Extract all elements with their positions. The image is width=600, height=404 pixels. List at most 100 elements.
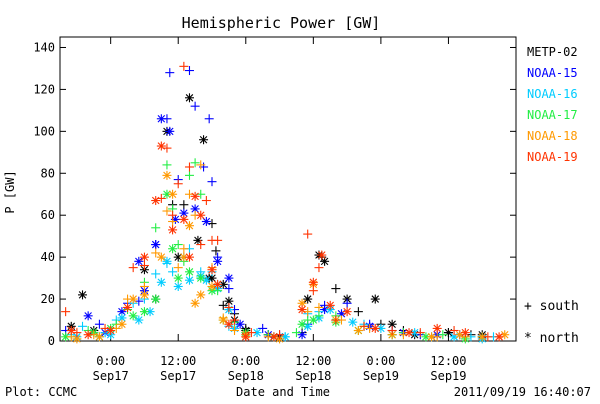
south-marker (173, 263, 183, 273)
north-marker (196, 210, 206, 220)
north-marker (134, 315, 144, 325)
south-marker (201, 196, 211, 206)
north-marker (106, 326, 116, 336)
north-marker (443, 328, 453, 338)
north-marker (269, 332, 279, 342)
north-marker (117, 319, 127, 329)
south-marker (184, 162, 194, 172)
south-marker (196, 160, 206, 170)
south-marker (151, 223, 161, 233)
north-marker (168, 244, 178, 254)
north-marker (387, 319, 397, 329)
north-marker (168, 225, 178, 235)
north-marker (156, 141, 166, 151)
y-tick-label: 120 (33, 82, 55, 96)
north-marker (139, 290, 149, 300)
north-marker (353, 326, 363, 336)
x-tick-time-label: 0:00 (96, 354, 125, 368)
north-marker (184, 275, 194, 285)
south-marker (162, 160, 172, 170)
south-marker (211, 246, 221, 256)
north-marker (134, 256, 144, 266)
legend-entry: METP-02 (527, 45, 578, 59)
south-marker (331, 315, 341, 325)
north-marker (145, 307, 155, 317)
y-tick-label: 80 (41, 166, 55, 180)
legend-entry: NOAA-17 (527, 108, 578, 122)
north-marker (190, 298, 200, 308)
y-tick-label: 20 (41, 292, 55, 306)
north-marker (179, 214, 189, 224)
south-marker (162, 206, 172, 216)
south-marker (230, 315, 240, 325)
north-marker (184, 93, 194, 103)
south-marker (78, 321, 88, 331)
south-marker (139, 281, 149, 291)
y-axis: 0 20 40 60 80 100 120 140 (33, 40, 516, 348)
north-marker (370, 323, 380, 333)
x-tick-date-label: Sep18 (228, 369, 264, 383)
south-marker (173, 179, 183, 189)
north-marker (83, 330, 93, 340)
north-marker (168, 189, 178, 199)
x-tick-date-label: Sep17 (93, 369, 129, 383)
north-marker (410, 328, 420, 338)
north-marker (303, 294, 313, 304)
north-marker (162, 189, 172, 199)
south-marker (291, 328, 301, 338)
south-marker (139, 261, 149, 271)
north-marker (128, 311, 138, 321)
south-marker (314, 263, 324, 273)
north-marker (224, 273, 234, 283)
plot-credit: Plot: CCMC (5, 385, 77, 399)
north-marker (162, 170, 172, 180)
y-tick-label: 40 (41, 250, 55, 264)
plot-timestamp: 2011/09/19 16:40:07 (454, 385, 591, 399)
x-tick-date-label: Sep17 (160, 369, 196, 383)
legend: METP-02 NOAA-15 NOAA-16 NOAA-17 NOAA-18 NOAA-… (524, 45, 579, 346)
south-marker (314, 311, 324, 321)
south-marker (230, 326, 240, 336)
x-tick-time-label: 12:00 (160, 354, 196, 368)
x-axis-label: Date and Time (236, 385, 330, 399)
plot-area-border (59, 36, 517, 342)
south-marker (246, 328, 256, 338)
north-marker (173, 273, 183, 283)
north-marker (184, 252, 194, 262)
north-marker (297, 305, 307, 315)
south-marker (168, 210, 178, 220)
north-marker (317, 250, 327, 260)
north-marker (139, 307, 149, 317)
legend-entry: NOAA-18 (527, 129, 578, 143)
south-marker (184, 66, 194, 76)
north-marker (165, 126, 175, 136)
south-marker (128, 263, 138, 273)
north-marker (123, 302, 133, 312)
marker-legend-north: * north (524, 331, 579, 346)
north-marker (213, 279, 223, 289)
y-tick-label: 100 (33, 124, 55, 138)
marker-legend-south: + south (524, 299, 579, 314)
south-marker (168, 267, 178, 277)
legend-entry: NOAA-15 (527, 66, 578, 80)
south-marker (179, 61, 189, 71)
north-marker (179, 208, 189, 218)
south-marker (94, 319, 104, 329)
north-marker (308, 277, 318, 287)
x-tick-time-label: 0:00 (366, 354, 395, 368)
north-marker (162, 256, 172, 266)
y-tick-label: 140 (33, 40, 55, 54)
south-marker (342, 298, 352, 308)
south-marker (173, 240, 183, 250)
north-marker (308, 315, 318, 325)
south-marker (184, 170, 194, 180)
y-axis-label: P [GW] (3, 170, 17, 213)
x-tick-date-label: Sep19 (363, 369, 399, 383)
north-marker (494, 332, 504, 342)
north-marker (184, 221, 194, 231)
north-marker (235, 319, 245, 329)
north-marker (66, 326, 76, 336)
x-tick-date-label: Sep18 (295, 369, 331, 383)
